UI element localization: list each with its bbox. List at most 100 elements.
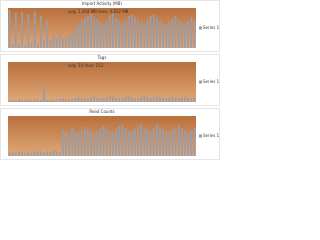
bar bbox=[159, 126, 161, 156]
bar bbox=[121, 124, 124, 156]
bar bbox=[33, 150, 36, 156]
bar bbox=[184, 96, 186, 102]
bar bbox=[52, 99, 55, 102]
bar bbox=[55, 38, 58, 48]
bar bbox=[14, 152, 17, 156]
bar bbox=[152, 97, 155, 102]
bar bbox=[46, 20, 49, 48]
bar bbox=[140, 97, 143, 102]
bar bbox=[58, 152, 61, 156]
bar bbox=[105, 97, 108, 102]
bar bbox=[146, 96, 149, 102]
bar bbox=[27, 98, 30, 102]
bar bbox=[90, 14, 92, 48]
bar bbox=[68, 134, 71, 156]
bar bbox=[14, 12, 17, 49]
bar bbox=[146, 19, 149, 48]
bar bbox=[77, 97, 80, 102]
bar bbox=[190, 129, 193, 156]
bar bbox=[99, 128, 102, 156]
legend-swatch bbox=[199, 26, 202, 30]
bar bbox=[86, 128, 89, 156]
bar bbox=[133, 128, 136, 156]
bar bbox=[96, 130, 99, 156]
bar bbox=[30, 42, 33, 48]
bar bbox=[162, 98, 165, 102]
legend-label: Series 1 bbox=[203, 79, 220, 84]
bar bbox=[83, 127, 86, 156]
bar bbox=[184, 24, 186, 48]
bar bbox=[121, 97, 124, 102]
bar bbox=[52, 36, 55, 48]
bar bbox=[168, 132, 171, 156]
bar bbox=[165, 131, 168, 156]
bar bbox=[149, 98, 152, 102]
bar bbox=[187, 20, 190, 48]
plot-area bbox=[8, 116, 196, 156]
bar bbox=[130, 14, 133, 48]
bar bbox=[130, 97, 133, 102]
bar bbox=[118, 98, 121, 102]
bar bbox=[71, 32, 74, 48]
bar bbox=[8, 152, 11, 156]
bar bbox=[49, 100, 52, 102]
bar bbox=[124, 96, 127, 102]
bar bbox=[187, 132, 190, 156]
chart-title: Import Activity (MB) bbox=[82, 1, 123, 6]
bar bbox=[133, 98, 136, 102]
bar bbox=[165, 24, 168, 48]
bar bbox=[96, 97, 99, 102]
bar bbox=[193, 97, 196, 102]
bar bbox=[65, 36, 67, 48]
bar bbox=[115, 129, 118, 156]
bar bbox=[130, 132, 133, 156]
bar bbox=[71, 98, 74, 102]
bar bbox=[18, 151, 20, 156]
bar bbox=[190, 98, 193, 102]
bar bbox=[137, 20, 139, 48]
bar bbox=[90, 97, 92, 102]
bar bbox=[55, 151, 58, 156]
bar bbox=[168, 21, 171, 48]
bar bbox=[93, 134, 96, 156]
bar bbox=[105, 128, 108, 156]
bar bbox=[115, 18, 118, 48]
plot-area bbox=[8, 8, 196, 48]
legend-swatch bbox=[199, 134, 202, 138]
annotation: avg: 14 max: 212 bbox=[68, 63, 104, 68]
bar bbox=[155, 17, 158, 48]
bar bbox=[155, 124, 158, 156]
bar bbox=[65, 132, 67, 156]
bar bbox=[21, 12, 24, 48]
bar bbox=[108, 96, 111, 102]
bar bbox=[74, 98, 77, 102]
bar bbox=[118, 126, 121, 156]
bar bbox=[24, 99, 27, 102]
bar bbox=[93, 16, 96, 48]
bar bbox=[68, 36, 71, 48]
annotation: avg: 1,204 MB max: 4,812 MB bbox=[68, 9, 129, 14]
bar bbox=[177, 19, 180, 48]
bar bbox=[124, 128, 127, 156]
bar bbox=[49, 40, 52, 48]
legend-label: Series 1 bbox=[203, 25, 220, 30]
bar bbox=[74, 131, 77, 156]
bar bbox=[149, 16, 152, 48]
bar bbox=[21, 152, 24, 156]
bar bbox=[61, 98, 64, 102]
bar bbox=[146, 129, 149, 156]
bar bbox=[58, 34, 61, 48]
bar bbox=[18, 99, 20, 102]
bar bbox=[127, 95, 130, 102]
bar bbox=[165, 98, 168, 102]
chart-title: Read Counts bbox=[89, 109, 114, 114]
bar bbox=[140, 124, 143, 156]
bar bbox=[86, 98, 89, 102]
bar bbox=[112, 132, 114, 156]
bar bbox=[159, 20, 161, 48]
bar bbox=[43, 86, 45, 102]
bar bbox=[11, 99, 14, 102]
bar bbox=[8, 100, 11, 102]
bar bbox=[11, 44, 14, 48]
bar bbox=[36, 44, 39, 48]
